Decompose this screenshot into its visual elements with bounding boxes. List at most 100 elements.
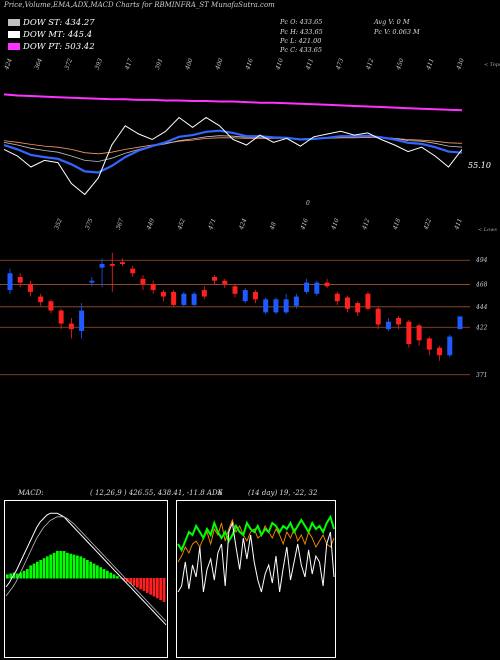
legend-swatch-pt: [8, 43, 20, 50]
top-label: 473: [334, 57, 345, 71]
candle-body: [99, 263, 105, 268]
macd-hist-bar: [72, 554, 76, 579]
candle-body: [232, 286, 238, 294]
top-label: 411: [304, 58, 315, 72]
legend-swatch-st: [8, 19, 20, 26]
candle-body: [263, 299, 269, 313]
bottom-label: 410: [330, 217, 341, 231]
macd-hist-bar: [22, 570, 26, 579]
candle-body: [314, 282, 320, 294]
bottom-label: 422: [422, 217, 433, 231]
candle-body: [252, 291, 258, 300]
macd-hist-bar: [152, 578, 156, 597]
macd-hist-bar: [62, 551, 66, 579]
macd-hist-bar: [142, 578, 146, 592]
macd-hist-bar: [69, 553, 73, 579]
candle-body: [130, 268, 136, 274]
macd-label: MACD:: [18, 489, 44, 497]
macd-hist-bar: [29, 565, 33, 579]
macd-hist-bar: [96, 565, 99, 579]
macd-hist-bar: [136, 578, 139, 588]
candle-body: [191, 293, 197, 305]
info-pc-o: Pc O: 433.65: [280, 18, 323, 26]
top-label: 364: [33, 57, 44, 70]
candle-body: [109, 263, 115, 266]
legend-label-st: DOW ST: 434.27: [23, 18, 95, 28]
macd-hist-bar: [36, 561, 39, 579]
candle-body: [171, 291, 177, 305]
macd-hist-bar: [146, 578, 149, 593]
price-tick-label: 494: [475, 257, 488, 264]
macd-hist-bar: [139, 578, 143, 590]
adx-label: 6: [218, 489, 223, 497]
legend-label-mt: DOW MT: 445.4: [23, 30, 93, 40]
candle-body: [150, 284, 156, 291]
macd-hist-bar: [159, 578, 163, 601]
top-label: 417: [123, 57, 134, 71]
top-label: 450: [395, 57, 406, 71]
legend-dow-st: DOW ST: 434.27: [8, 18, 95, 28]
candle-body: [375, 308, 381, 325]
bottom-label: 352: [53, 217, 64, 230]
macd-hist-bar: [102, 569, 106, 579]
candle-body: [27, 284, 33, 292]
macd-hist-bar: [26, 569, 29, 579]
macd-hist-bar: [66, 552, 69, 579]
macd-hist-bar: [79, 556, 83, 579]
candle-body: [334, 293, 340, 302]
bottom-label: 452: [176, 217, 187, 231]
macd-hist-bar: [129, 578, 133, 584]
candle-body: [68, 323, 74, 330]
bottom-label: 367: [115, 217, 126, 230]
adx-green-line: [177, 514, 335, 553]
macd-line: [5, 512, 167, 626]
candle-body: [89, 280, 95, 283]
top-label: 410: [274, 57, 285, 71]
candle-body: [48, 301, 54, 311]
info-pc-l: Pc L: 421.00: [280, 37, 322, 45]
mid-label: 0: [306, 200, 310, 207]
macd-hist-bar: [42, 558, 46, 579]
candle-body: [447, 336, 453, 356]
top-label: 412: [365, 57, 376, 71]
candle-body: [426, 338, 432, 350]
candle-body: [345, 297, 350, 309]
price-close-line: [3, 116, 463, 196]
macd-hist-bar: [112, 574, 116, 579]
info-pc-v: Pc V: 0.063 M: [374, 28, 420, 36]
candle-body: [7, 273, 13, 291]
macd-hist-bar: [122, 578, 126, 581]
legend-dow-pt: DOW PT: 503.42: [8, 42, 95, 52]
right-bottom-label: < Lows: [478, 227, 497, 233]
macd-params: ( 12,26,9 ) 426.55, 438.41, -11.8 ADX: [90, 489, 223, 497]
top-label: 400: [214, 57, 225, 71]
macd-hist-bar: [59, 551, 63, 579]
chart-title: Price,Volume,EMA,ADX,MACD Charts for RBM…: [4, 1, 275, 9]
candle-body: [58, 310, 64, 324]
top-label: 372: [64, 57, 75, 70]
candle-body: [324, 282, 330, 287]
macd-hist-bar: [19, 572, 23, 579]
candle-body: [79, 310, 85, 331]
macd-hist-bar: [82, 558, 86, 579]
info-pc-c: Pc C: 433.65: [280, 46, 323, 54]
macd-panel-frame: [4, 500, 168, 658]
top-label: 393: [94, 57, 105, 70]
legend-label-pt: DOW PT: 503.42: [23, 42, 95, 52]
price-tick-label: 371: [476, 372, 487, 379]
price-tick-label: 468: [475, 281, 488, 288]
candle-body: [17, 277, 23, 283]
candle-body: [160, 291, 166, 297]
adx-params: (14 day) 19, -22, 32: [248, 489, 318, 497]
candle-body: [242, 290, 248, 302]
candle-body: [181, 293, 187, 305]
candle-body: [212, 277, 218, 281]
macd-hist-bar: [12, 572, 16, 579]
candle-body: [365, 293, 371, 309]
bottom-label: 449: [145, 217, 156, 231]
top-label: 411: [425, 58, 436, 72]
macd-hist-bar: [86, 560, 89, 579]
top-label: 416: [244, 57, 255, 71]
macd-hist-bar: [16, 573, 19, 579]
candle-body: [437, 347, 443, 356]
